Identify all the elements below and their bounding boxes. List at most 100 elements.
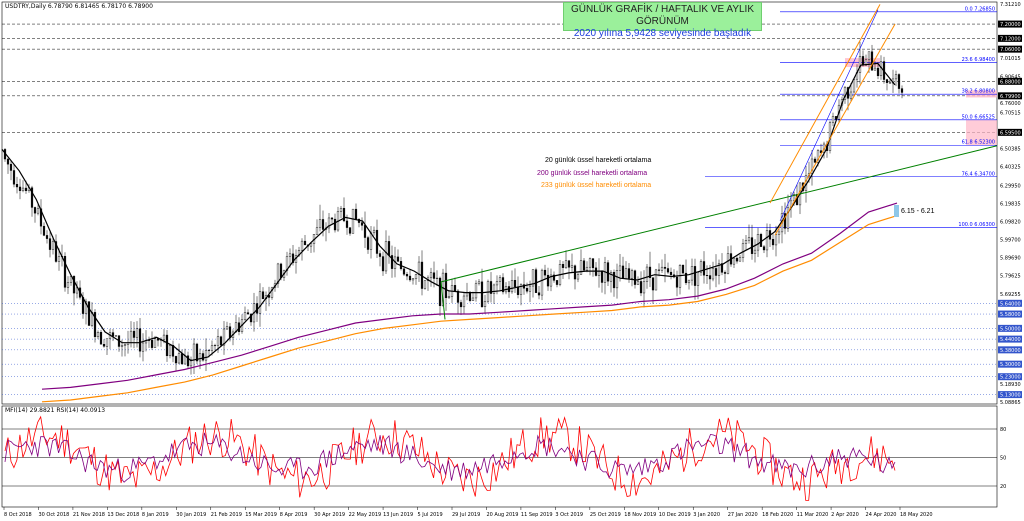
candle-body	[96, 332, 100, 338]
candle-body	[228, 326, 232, 338]
candle-body	[858, 56, 862, 73]
candle-body	[123, 344, 127, 346]
candle-body	[390, 255, 394, 269]
candle-body	[723, 272, 727, 274]
candle-body	[387, 241, 391, 256]
candle-body	[135, 328, 139, 338]
candle-body	[405, 274, 409, 277]
candle-body	[201, 353, 205, 361]
candle-body	[195, 343, 199, 362]
legend-ema233: 233 günlük üssel hareketli ortalama	[541, 182, 652, 189]
candle-body	[588, 258, 592, 268]
price-tick-label: 5.89690	[1000, 255, 1021, 261]
candle-body	[642, 281, 646, 294]
time-tick-label: 11 Sep 2019	[521, 512, 553, 518]
candle-body	[75, 287, 79, 294]
candle-body	[741, 243, 745, 258]
candle-body	[759, 234, 763, 247]
candle-body	[735, 257, 739, 262]
price-tag-box	[998, 391, 1022, 399]
price-tick-label: 5.08865	[1000, 400, 1021, 406]
candle-body	[765, 230, 769, 251]
candle-body	[627, 268, 631, 279]
candle-body	[246, 312, 250, 315]
candle-body	[102, 344, 106, 347]
price-tag-box	[998, 92, 1022, 100]
candle-body	[342, 207, 346, 222]
candle-body	[417, 261, 421, 275]
time-tick-label: 13 Dec 2018	[107, 512, 139, 518]
time-tick-label: 3 Oct 2019	[555, 512, 583, 518]
candle-body	[756, 234, 760, 251]
price-tick-label: 5.44000	[1000, 337, 1021, 343]
price-axis: 7.31210 7.20000 7.12000 7.06000 7.01015 6.906…	[998, 2, 1022, 490]
candle-body	[606, 262, 610, 282]
mfi-line	[4, 415, 896, 501]
time-tick-label: 30 Apr 2019	[314, 512, 345, 518]
price-tag-box	[998, 77, 1022, 85]
candle-body	[510, 279, 514, 293]
price-tick-label: 6.90645	[1000, 75, 1021, 81]
price-tag-box	[998, 360, 1022, 368]
candle-body	[543, 269, 547, 276]
candle-body	[411, 278, 415, 281]
candle-body	[18, 186, 22, 191]
price-tick-label: 5.50000	[1000, 326, 1021, 332]
candle-body	[156, 338, 160, 341]
candle-body	[681, 264, 685, 274]
price-tag-box	[998, 373, 1022, 381]
candle-body	[270, 287, 274, 298]
candle-body	[51, 241, 55, 250]
candle-body	[189, 359, 193, 367]
candle-body	[192, 343, 196, 360]
banner-line-1: GÜNLÜK GRAFİK / HAFTALIK VE AYLIK GÖRÜNÜ…	[570, 4, 754, 27]
time-tick-label: 18 May 2020	[900, 512, 933, 518]
candle-body	[711, 268, 715, 280]
trendline	[440, 145, 998, 283]
candle-body	[9, 163, 13, 171]
candle-body	[39, 208, 43, 227]
price-tag-box	[998, 20, 1022, 28]
candle-body	[363, 225, 367, 238]
annotation-text: 6.15 - 6.21	[901, 208, 935, 215]
candle-body	[534, 269, 538, 293]
trendline-tick	[440, 281, 446, 320]
candle-body	[636, 281, 640, 285]
candle-body	[816, 150, 820, 163]
candle-body	[348, 227, 352, 234]
candle-body	[633, 270, 637, 285]
candle-body	[402, 268, 406, 275]
candle-body	[321, 219, 325, 230]
fibonacci-levels: 0.0 7.26850 23.6 6.98400 38.2 6.80800 50.0 …	[705, 6, 997, 228]
candle-body	[153, 338, 157, 348]
time-tick-label: 30 Oct 2018	[38, 512, 69, 518]
candle-body	[591, 258, 595, 269]
candle-body	[531, 269, 535, 287]
price-tick-label: 6.50385	[1000, 147, 1021, 153]
candle-body	[366, 237, 370, 250]
candle-body	[462, 295, 466, 308]
candle-body	[303, 240, 307, 246]
candle-body	[168, 345, 172, 357]
candle-body	[207, 350, 211, 352]
price-tick-label: 6.76000	[1000, 101, 1021, 107]
candle-body	[567, 260, 571, 268]
price-tick-label: 5.18930	[1000, 382, 1021, 388]
time-tick-label: 29 Jul 2019	[452, 512, 480, 518]
candle-body	[579, 260, 583, 275]
candle-body	[24, 187, 28, 192]
candle-body	[279, 263, 283, 278]
candle-body	[732, 257, 736, 265]
candle-body	[486, 281, 490, 302]
candle-body	[186, 355, 190, 367]
candle-body	[216, 336, 220, 346]
candle-body	[702, 261, 706, 276]
candle-body	[498, 277, 502, 282]
fib-label: 0.0 7.26850	[965, 6, 995, 12]
candle-body	[48, 238, 52, 250]
candle-body	[87, 301, 91, 326]
time-tick-label: 8 Apr 2019	[280, 512, 308, 518]
candle-body	[597, 271, 601, 276]
candle-body	[141, 342, 145, 352]
